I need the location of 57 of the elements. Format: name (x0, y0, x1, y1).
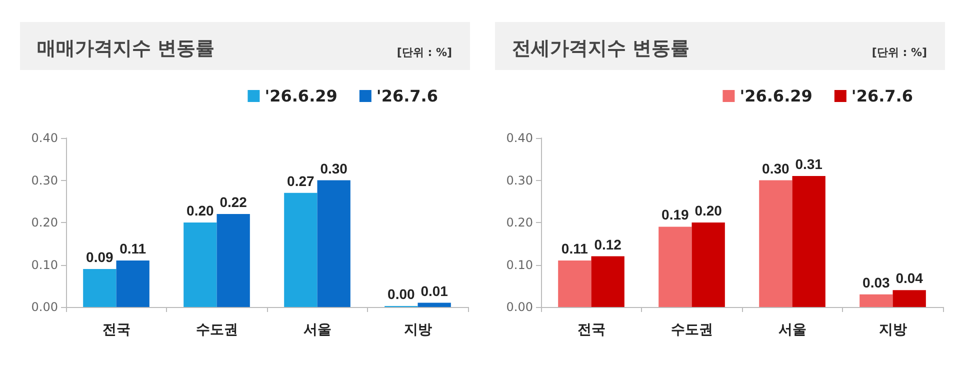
bar (83, 268, 116, 307)
y-tick-label: 0.20 (506, 216, 533, 230)
chart-subtitle: [단위 : %] (396, 46, 452, 59)
y-tick-label: 0.10 (506, 258, 533, 272)
bar (558, 260, 592, 307)
y-tick-label: 0.20 (31, 216, 58, 230)
data-label: 0.12 (594, 236, 622, 252)
y-tick-label: 0.10 (31, 258, 58, 272)
bar (317, 180, 350, 307)
bar (184, 222, 217, 307)
y-tick-label: 0.40 (506, 131, 533, 145)
data-label: 0.27 (287, 172, 315, 189)
data-label: 0.11 (561, 240, 588, 257)
data-label: 0.20 (186, 202, 214, 218)
bar (591, 256, 624, 307)
bar (418, 302, 451, 307)
bar (284, 192, 318, 307)
data-label: 0.00 (388, 286, 416, 302)
data-label: 0.03 (862, 274, 890, 290)
x-tick-label: 수도권 (196, 322, 238, 338)
data-label: 0.20 (694, 202, 722, 218)
x-tick-label: 지방 (878, 322, 907, 338)
bar (692, 222, 725, 307)
chart-subtitle: [단위 : %] (872, 46, 928, 59)
bar (892, 290, 926, 307)
data-label: 0.22 (220, 194, 248, 210)
bar (216, 214, 250, 307)
x-tick-label: 수도권 (670, 322, 713, 338)
data-label: 0.09 (86, 248, 114, 265)
y-tick-label: 0.00 (31, 300, 58, 314)
bar (792, 176, 826, 307)
y-tick-label: 0.00 (506, 300, 533, 314)
x-tick-label: 전국 (102, 322, 130, 338)
y-tick-label: 0.40 (31, 131, 58, 145)
data-label: 0.30 (762, 160, 790, 176)
bar (658, 226, 692, 307)
legend-label: '26.7.6 (376, 86, 438, 106)
x-tick-label: 서울 (303, 322, 332, 338)
data-label: 0.11 (120, 240, 146, 257)
data-label: 0.30 (320, 160, 348, 176)
x-tick-label: 서울 (778, 322, 806, 338)
x-tick-label: 전국 (577, 322, 606, 338)
legend-label: '26.7.6 (851, 86, 914, 106)
data-label: 0.19 (662, 206, 690, 223)
legend-label: '26.6.29 (740, 86, 812, 106)
data-label: 0.01 (420, 282, 448, 299)
y-tick-label: 0.30 (31, 173, 58, 188)
bar (759, 180, 792, 307)
data-label: 0.04 (896, 270, 924, 286)
x-tick-label: 지방 (404, 322, 432, 338)
bar (860, 294, 893, 307)
chart-title: 매매가격지수 변동률 (37, 38, 215, 60)
y-tick-label: 0.30 (506, 173, 533, 188)
legend-label: '26.6.29 (264, 86, 338, 106)
bar (116, 260, 150, 307)
data-label: 0.31 (795, 156, 823, 172)
chart-title: 전세가격지수 변동률 (512, 38, 690, 60)
